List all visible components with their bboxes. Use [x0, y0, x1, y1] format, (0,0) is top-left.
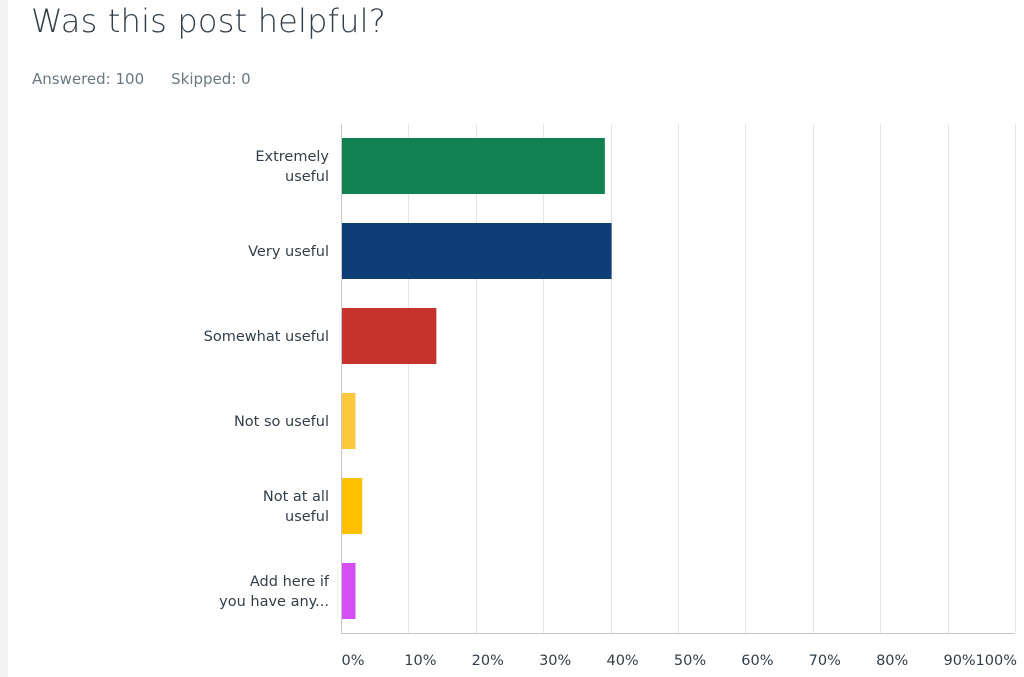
- category-label: Not so useful: [234, 414, 329, 430]
- x-tick-label: 90%: [943, 653, 975, 669]
- x-tick-label: 40%: [606, 653, 638, 669]
- bar: [342, 393, 356, 449]
- left-border-strip: [0, 0, 8, 677]
- bar: [342, 308, 437, 364]
- x-tick-label: 60%: [741, 653, 773, 669]
- category-labels: Extremely useful Very useful Somewhat usefu…: [204, 149, 330, 610]
- bar: [342, 563, 356, 619]
- category-label: Not at all useful: [263, 489, 329, 525]
- x-tick-label: 30%: [539, 653, 571, 669]
- x-tick-label: 10%: [404, 653, 436, 669]
- bar: [342, 478, 363, 534]
- question-title: Was this post helpful?: [31, 2, 386, 40]
- bar: [342, 138, 605, 194]
- x-tick-label: 20%: [472, 653, 504, 669]
- bars: [342, 138, 612, 619]
- x-tick-label: 50%: [674, 653, 706, 669]
- skipped-count: Skipped: 0: [171, 70, 251, 88]
- x-tick-label: 100%: [976, 653, 1017, 669]
- response-stats: Answered: 100 Skipped: 0: [32, 70, 251, 88]
- x-tick-label: 70%: [809, 653, 841, 669]
- bar: [342, 223, 612, 279]
- tick-labels: 0% 10% 20% 30% 40% 50% 60% 70% 80% 90% 100%: [341, 653, 1017, 669]
- answered-count: Answered: 100: [32, 70, 145, 88]
- category-label: Somewhat useful: [204, 329, 329, 345]
- axes: [341, 124, 1015, 634]
- category-label: Extremely useful: [255, 149, 329, 185]
- grid-lines: [408, 124, 1016, 633]
- x-tick-label: 80%: [876, 653, 908, 669]
- category-label: Add here if you have any...: [219, 574, 330, 610]
- x-tick-label: 0%: [341, 653, 364, 669]
- category-label: Very useful: [248, 244, 329, 260]
